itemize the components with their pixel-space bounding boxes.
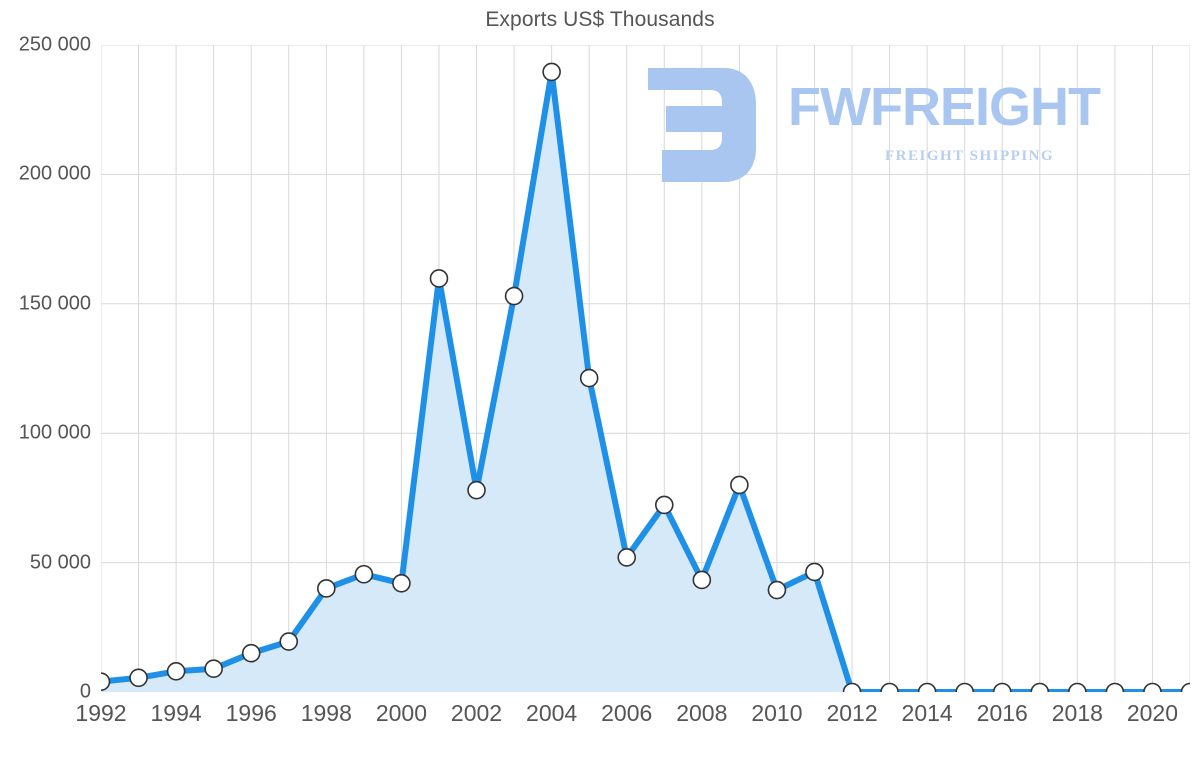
data-point-marker[interactable]	[654, 495, 674, 515]
data-point-marker[interactable]	[129, 668, 148, 688]
x-axis-tick-label: 2012	[826, 700, 878, 726]
y-axis-tick-label: 100 000	[18, 421, 91, 444]
data-point-marker[interactable]	[992, 682, 1012, 693]
x-axis-tick-label: 1996	[225, 700, 277, 726]
data-point-marker[interactable]	[241, 643, 261, 663]
line-area-chart	[101, 45, 1190, 692]
data-point-marker[interactable]	[429, 269, 449, 288]
y-axis-tick-label: 0	[79, 680, 91, 703]
x-axis-tick-label: 2004	[526, 700, 578, 726]
data-point-marker[interactable]	[354, 564, 374, 584]
y-axis-tick-label: 250 000	[18, 33, 91, 56]
x-axis-tick-label: 2006	[601, 700, 653, 726]
y-axis-tick-label: 150 000	[18, 292, 91, 315]
data-point-marker[interactable]	[692, 570, 712, 590]
data-point-marker[interactable]	[1143, 682, 1162, 693]
data-point-marker[interactable]	[504, 286, 524, 306]
data-point-marker[interactable]	[805, 562, 824, 582]
area-fill	[101, 71, 1190, 692]
data-point-marker[interactable]	[955, 682, 974, 693]
y-axis-tick-labels: 0 50 000 100 000 150 000 200 000 250 000	[0, 0, 91, 763]
x-axis-tick-label: 1994	[150, 700, 202, 726]
data-point-marker[interactable]	[1180, 682, 1191, 693]
x-axis-tick-label: 2000	[375, 700, 427, 726]
data-point-marker[interactable]	[579, 368, 599, 388]
x-axis-tick-label: 1992	[75, 700, 127, 726]
data-point-marker[interactable]	[1030, 682, 1050, 693]
x-axis-tick-label: 2014	[901, 700, 953, 726]
x-axis-tick-label: 2010	[751, 700, 803, 726]
data-point-marker[interactable]	[204, 659, 223, 679]
data-point-marker[interactable]	[542, 62, 561, 82]
data-point-marker[interactable]	[317, 579, 336, 598]
data-point-marker[interactable]	[101, 672, 111, 691]
data-point-marker[interactable]	[880, 682, 899, 693]
data-point-marker[interactable]	[617, 548, 637, 567]
chart-title: Exports US$ Thousands	[485, 8, 715, 31]
data-point-marker[interactable]	[392, 573, 411, 593]
y-axis-tick-label: 50 000	[29, 551, 91, 574]
x-axis-tick-label: 1998	[300, 700, 352, 726]
data-point-marker[interactable]	[1105, 682, 1125, 693]
x-axis-tick-labels: 1992 1994 1996 1998 2000 2002 2004 2006 2008 2010…	[75, 700, 1190, 740]
data-point-marker[interactable]	[467, 480, 486, 500]
y-axis-tick-label: 200 000	[18, 162, 91, 185]
x-axis-tick-label: 2008	[676, 700, 728, 726]
data-point-marker[interactable]	[730, 475, 749, 495]
data-point-marker[interactable]	[1068, 682, 1087, 693]
x-axis-tick-label: 2018	[1051, 700, 1103, 726]
data-point-markers	[101, 62, 1191, 693]
data-point-marker[interactable]	[166, 661, 186, 681]
data-point-marker[interactable]	[842, 682, 862, 693]
x-axis-tick-label: 2020	[1126, 700, 1179, 726]
data-point-marker[interactable]	[767, 580, 787, 600]
x-axis-tick-label: 2002	[450, 700, 503, 726]
data-point-marker[interactable]	[279, 632, 299, 651]
x-axis-tick-label: 2016	[976, 700, 1028, 726]
data-point-marker[interactable]	[917, 682, 937, 693]
plot-area	[101, 45, 1190, 692]
